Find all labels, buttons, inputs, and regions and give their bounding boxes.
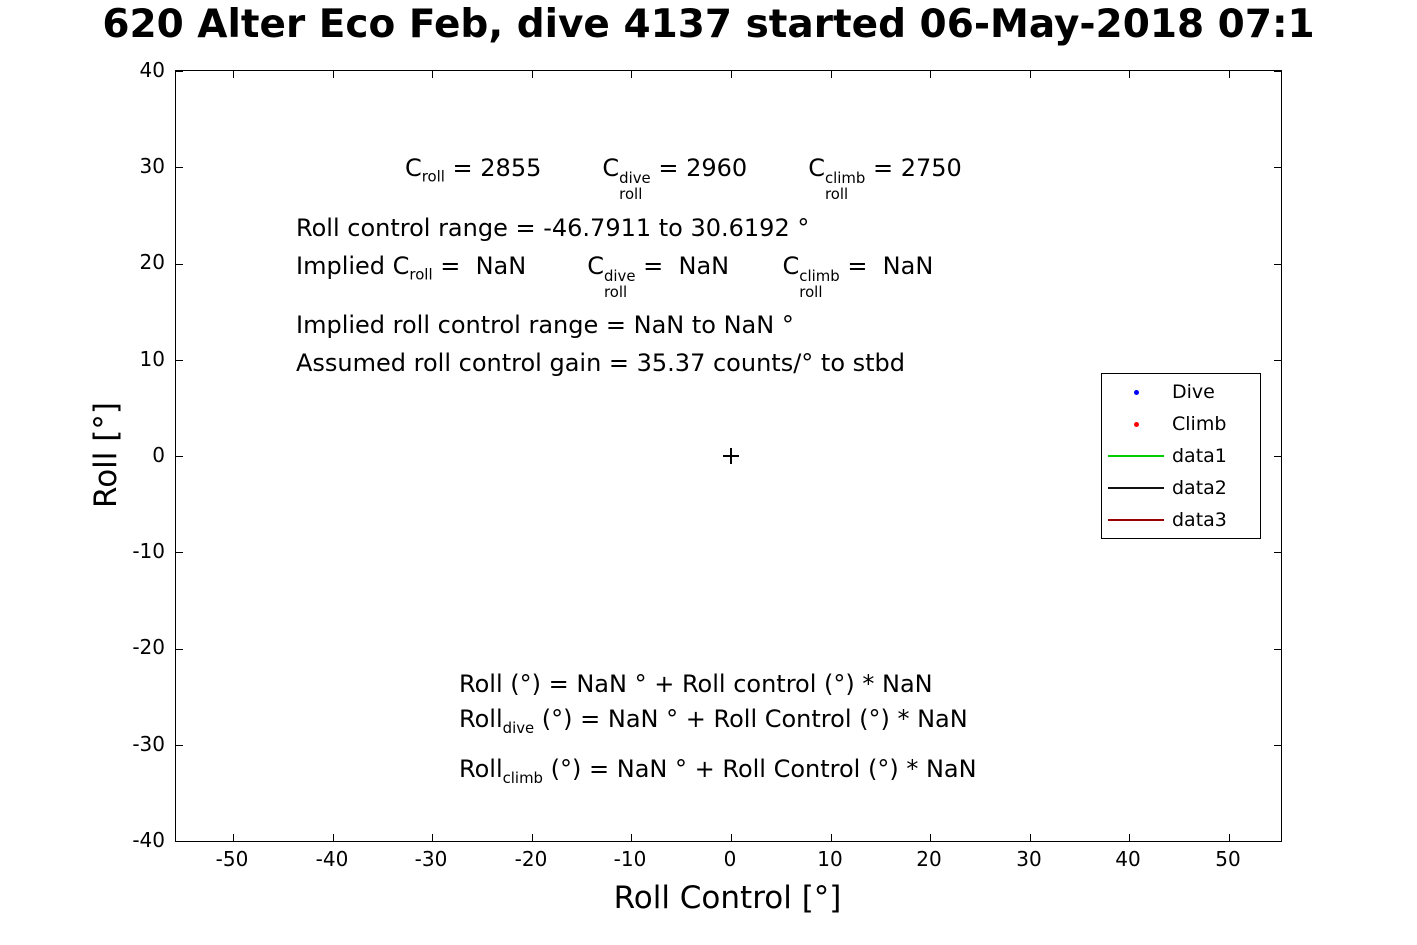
tick-mark [233, 71, 234, 78]
x-tick-label: 50 [1215, 847, 1241, 871]
tick-mark [333, 71, 334, 78]
annotation-roll-climb-fit: Rollclimb (°) = NaN ° + Roll Control (°)… [459, 755, 977, 787]
x-tick-label: -10 [613, 847, 647, 871]
y-tick-label: -10 [132, 539, 165, 563]
y-tick-label: 0 [152, 443, 165, 467]
x-tick-label: -50 [215, 847, 249, 871]
y-tick-label: 10 [139, 347, 165, 371]
x-tick-label: 30 [1016, 847, 1042, 871]
tick-mark [831, 834, 832, 841]
tick-mark [1229, 71, 1230, 78]
tick-mark [631, 71, 632, 78]
tick-mark [176, 71, 183, 72]
x-axis-label: Roll Control [°] [613, 880, 842, 916]
legend-item-data2: data2 [1102, 473, 1260, 503]
tick-mark [532, 834, 533, 841]
tick-mark [1274, 167, 1281, 168]
tick-mark [1274, 360, 1281, 361]
legend-item-data3: data3 [1102, 505, 1260, 535]
tick-mark [432, 71, 433, 78]
tick-mark [1274, 264, 1281, 265]
tick-mark [1030, 834, 1031, 841]
legend-marker-cell [1108, 389, 1164, 395]
data2-line-icon [1108, 487, 1164, 489]
y-tick-label: -30 [132, 732, 165, 756]
tick-mark [532, 71, 533, 78]
tick-mark [176, 167, 183, 168]
y-tick-label: -20 [132, 635, 165, 659]
y-tick-label: 20 [139, 250, 165, 274]
legend-item-dive: Dive [1102, 377, 1260, 407]
legend-label-data3: data3 [1172, 509, 1227, 531]
tick-mark [176, 841, 183, 842]
tick-mark [176, 745, 183, 746]
annotation-roll-control-range: Roll control range = -46.7911 to 30.6192… [296, 214, 810, 242]
legend-marker-cell [1108, 421, 1164, 427]
legend-marker-cell [1108, 519, 1164, 521]
tick-mark [176, 649, 183, 650]
tick-mark [1274, 745, 1281, 746]
tick-mark [233, 834, 234, 841]
annotation-roll-fit: Roll (°) = NaN ° + Roll control (°) * Na… [459, 670, 933, 698]
y-tick-label: 30 [139, 154, 165, 178]
tick-mark [930, 71, 931, 78]
legend-label-climb: Climb [1172, 413, 1227, 435]
tick-mark [1129, 71, 1130, 78]
tick-mark [176, 552, 183, 553]
legend-label-data2: data2 [1172, 477, 1227, 499]
tick-mark [930, 834, 931, 841]
tick-mark [1274, 841, 1281, 842]
tick-mark [176, 360, 183, 361]
tick-mark [631, 834, 632, 841]
tick-mark [731, 71, 732, 78]
tick-mark [831, 71, 832, 78]
x-tick-label: 0 [723, 847, 737, 871]
tick-mark [731, 834, 732, 841]
x-tick-label: 20 [916, 847, 942, 871]
data1-line-icon [1108, 455, 1164, 457]
chart-title: 620 Alter Eco Feb, dive 4137 started 06-… [102, 2, 1315, 47]
tick-mark [176, 264, 183, 265]
x-tick-label: -20 [514, 847, 548, 871]
x-tick-label: 40 [1115, 847, 1141, 871]
legend-marker-cell [1108, 455, 1164, 457]
x-tick-label: -40 [315, 847, 349, 871]
tick-mark [1274, 552, 1281, 553]
tick-mark [1129, 834, 1130, 841]
legend-label-data1: data1 [1172, 445, 1227, 467]
tick-mark [1274, 456, 1281, 457]
legend-marker-cell [1108, 487, 1164, 489]
climb-dot-icon [1133, 421, 1139, 427]
annotation-implied-range: Implied roll control range = NaN to NaN … [296, 311, 794, 339]
annotation-assumed-gain: Assumed roll control gain = 35.37 counts… [296, 349, 906, 377]
tick-mark [1274, 71, 1281, 72]
annotation-roll-dive-fit: Rolldive (°) = NaN ° + Roll Control (°) … [459, 705, 968, 737]
y-tick-label: -40 [132, 828, 165, 852]
y-tick-label: 40 [139, 58, 165, 82]
x-tick-label: 10 [817, 847, 843, 871]
legend-item-climb: Climb [1102, 409, 1260, 439]
tick-mark [1274, 649, 1281, 650]
tick-mark [1229, 834, 1230, 841]
legend-item-data1: data1 [1102, 441, 1260, 471]
data3-line-icon [1108, 519, 1164, 521]
x-tick-label: -30 [414, 847, 448, 871]
dive-dot-icon [1133, 389, 1139, 395]
legend: Dive Climb data1 data2 data3 [1101, 373, 1261, 539]
plus-vertical-bar [730, 448, 732, 464]
legend-label-dive: Dive [1172, 381, 1215, 403]
tick-mark [176, 456, 183, 457]
tick-mark [432, 834, 433, 841]
tick-mark [333, 834, 334, 841]
tick-mark [1030, 71, 1031, 78]
